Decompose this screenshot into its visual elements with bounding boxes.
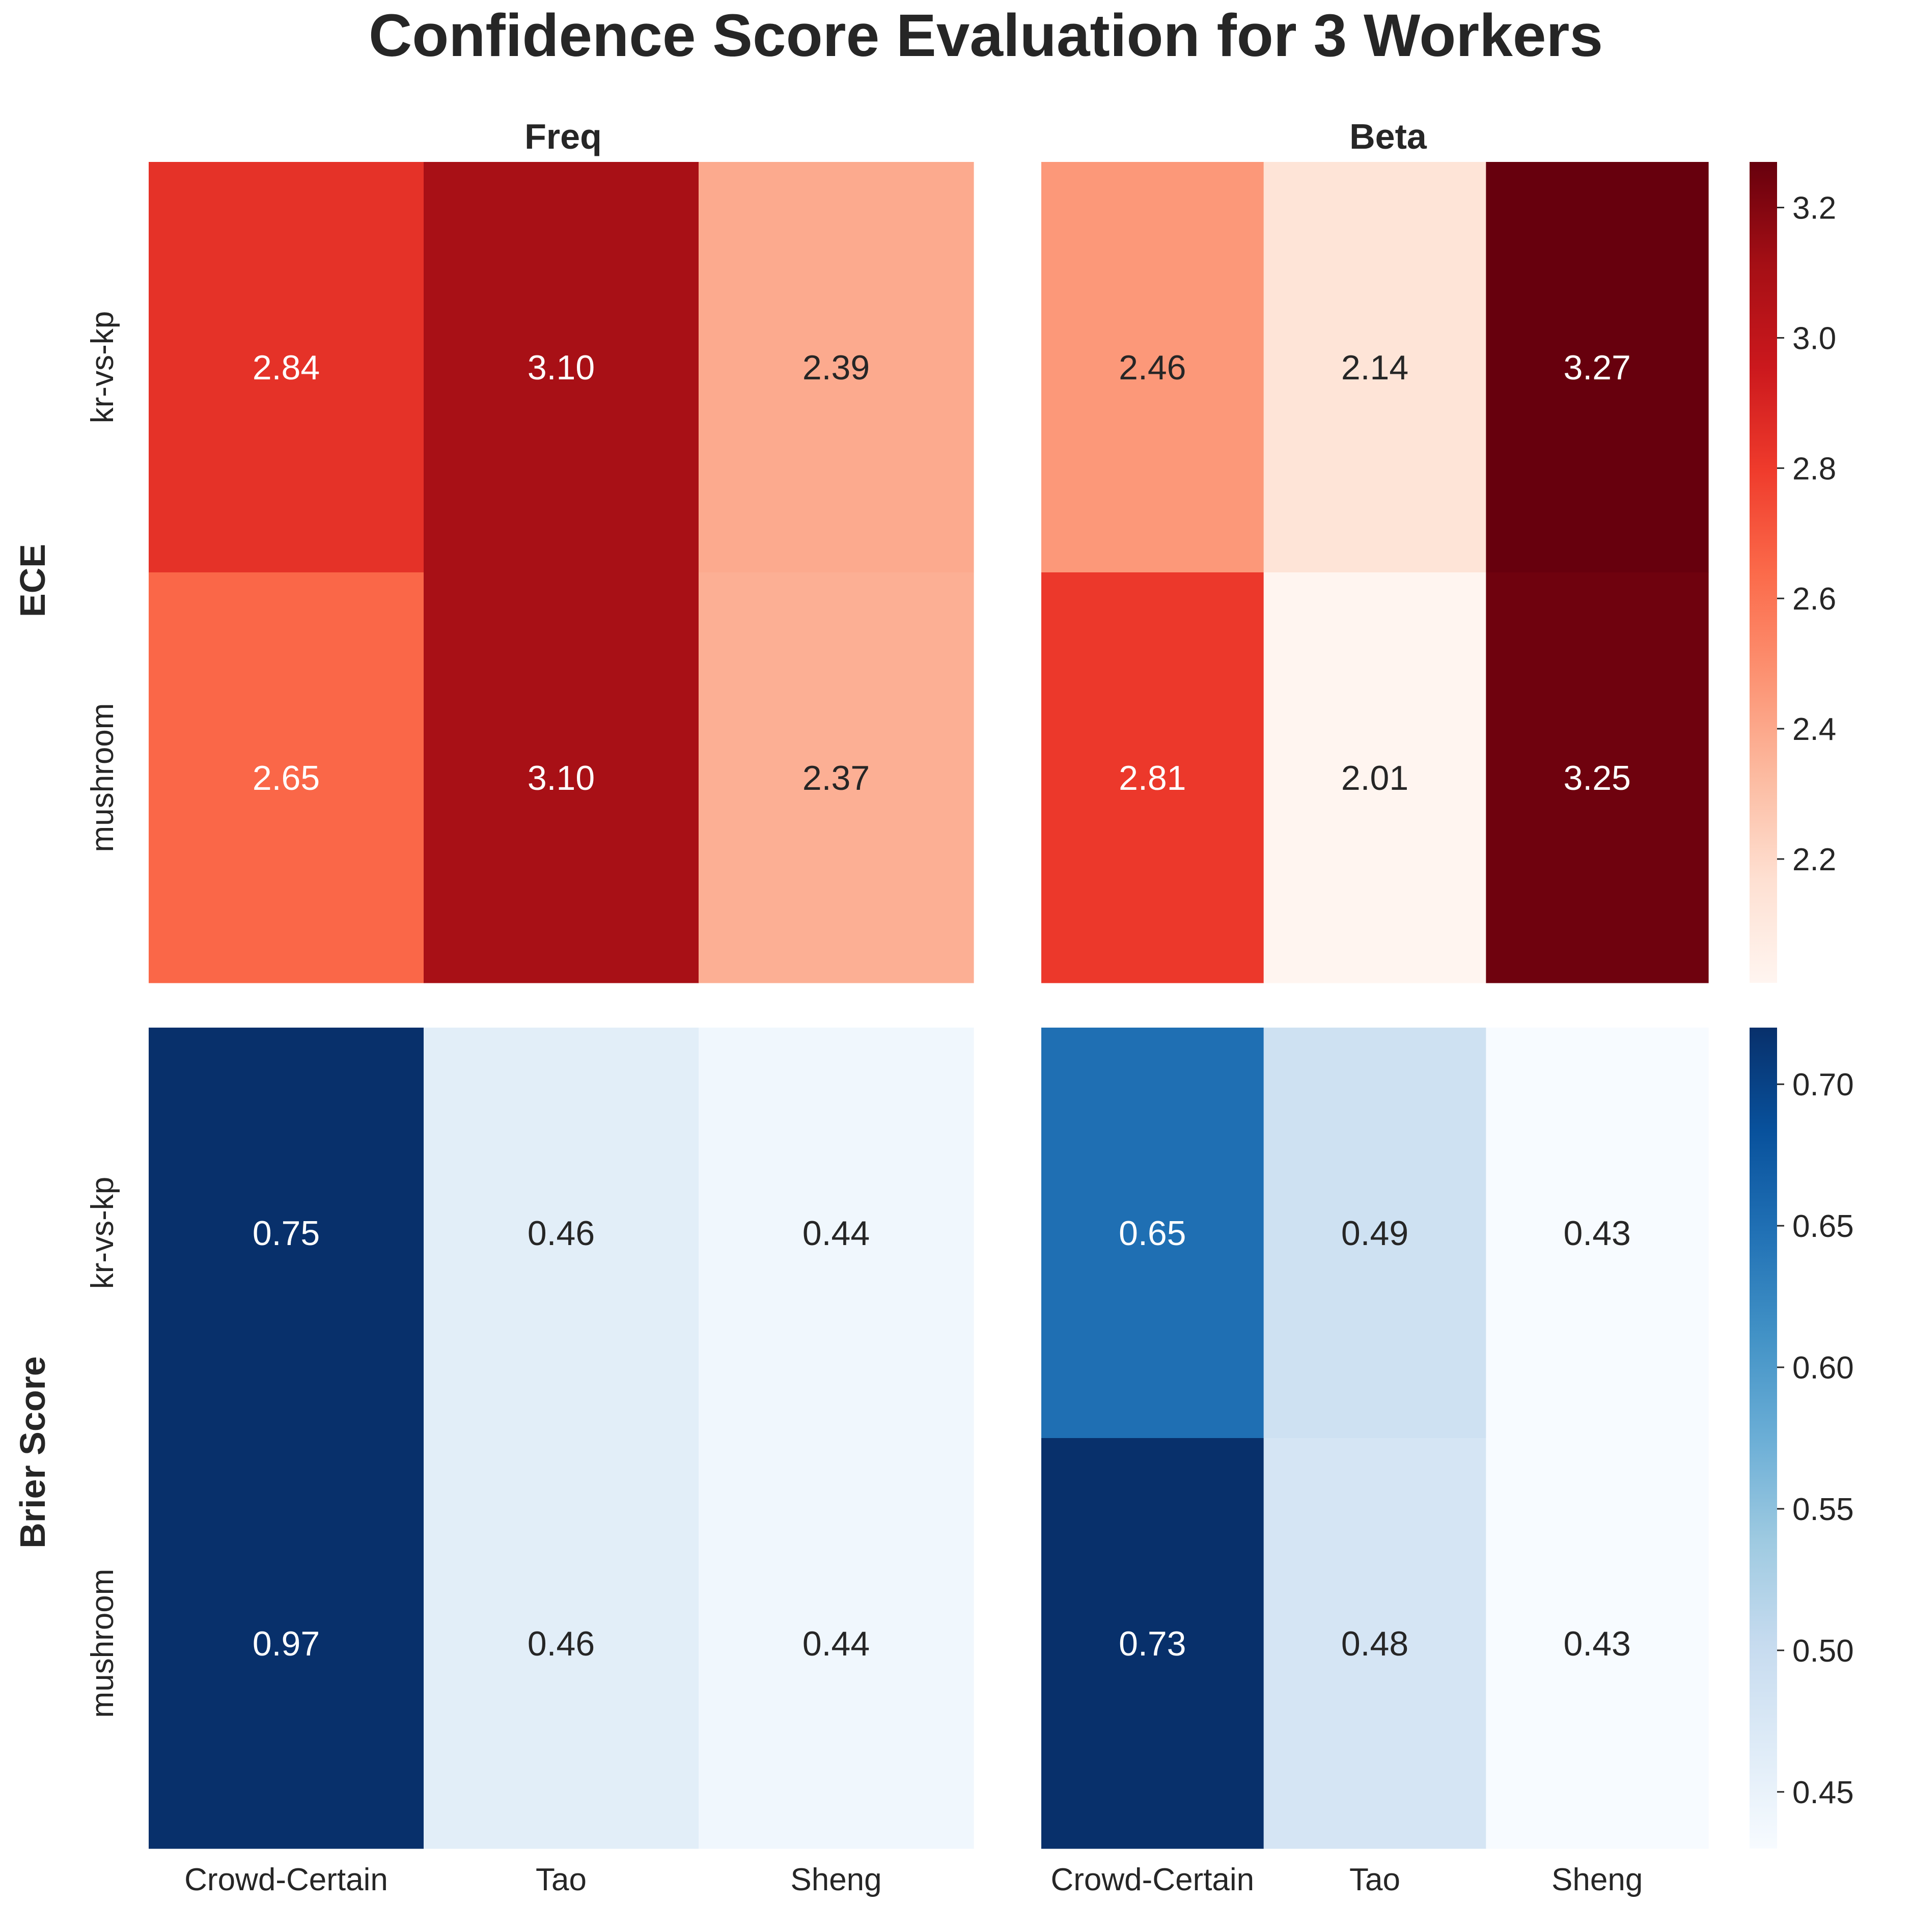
y-tick-label-ece-mushroom: mushroom <box>85 703 120 852</box>
cell-value-label: 0.46 <box>528 1624 595 1663</box>
colorbar-tick-label: 0.65 <box>1792 1209 1854 1244</box>
heatmap-cell-brier-score-freq-kr-vs-kp-tao <box>424 1028 699 1439</box>
x-tick-label-freq-tao: Tao <box>536 1862 587 1897</box>
chart-title: Confidence Score Evaluation for 3 Worker… <box>369 2 1603 69</box>
colorbar-tick-label: 0.70 <box>1792 1067 1854 1102</box>
colorbars: 2.2 2.4 2.6 2.8 3.0 3.2 0.45 0.50 0.55 0.60 0.65 0.… <box>1750 162 1854 1848</box>
heatmap-cell-ece-beta-mushroom-crowd-certain <box>1041 572 1264 983</box>
heatmap-cell-brier-score-freq-kr-vs-kp-crowd-certain <box>149 1028 424 1439</box>
heatmap-cell-brier-score-freq-mushroom-tao <box>424 1438 699 1849</box>
heatmap-cell-ece-beta-kr-vs-kp-crowd-certain <box>1041 162 1264 573</box>
row-title-ece: ECE <box>13 544 52 617</box>
x-tick-label-beta-sheng: Sheng <box>1551 1862 1643 1897</box>
x-tick-label-beta-tao: Tao <box>1349 1862 1400 1897</box>
cell-value-label: 2.46 <box>1119 348 1186 387</box>
heatmap-cell-brier-score-freq-mushroom-sheng <box>699 1438 974 1849</box>
heatmap-cell-ece-freq-mushroom-tao <box>424 572 699 983</box>
colorbar-ece <box>1750 162 1777 983</box>
cell-value-label: 0.48 <box>1341 1624 1408 1663</box>
y-tick-label-brier-score-mushroom: mushroom <box>85 1569 120 1718</box>
column-title-beta: Beta <box>1349 117 1427 156</box>
heatmap-cell-brier-score-freq-kr-vs-kp-sheng <box>699 1028 974 1439</box>
cell-value-label: 0.49 <box>1341 1214 1408 1253</box>
x-tick-label-beta-crowd-certain: Crowd-Certain <box>1050 1862 1254 1897</box>
colorbar-tick-label: 2.6 <box>1792 582 1836 617</box>
cell-value-label: 0.75 <box>253 1214 320 1253</box>
x-tick-label-freq-sheng: Sheng <box>790 1862 881 1897</box>
x-tick-label-freq-crowd-certain: Crowd-Certain <box>184 1862 388 1897</box>
cell-value-label: 2.84 <box>253 348 320 387</box>
cell-value-label: 0.97 <box>253 1624 320 1663</box>
heatmap-cell-ece-beta-kr-vs-kp-sheng <box>1486 162 1709 573</box>
cell-value-label: 3.27 <box>1563 348 1630 387</box>
colorbar-tick-label: 3.0 <box>1792 321 1836 356</box>
cell-value-label: 3.10 <box>528 759 595 797</box>
y-tick-label-brier-score-kr-vs-kp: kr-vs-kp <box>85 1177 120 1289</box>
cell-value-label: 2.65 <box>253 759 320 797</box>
cell-value-label: 3.10 <box>528 348 595 387</box>
heatmap-cell-brier-score-beta-kr-vs-kp-tao <box>1263 1028 1486 1439</box>
heatmap-cell-brier-score-beta-mushroom-crowd-certain <box>1041 1438 1264 1849</box>
row-title-brier-score: Brier Score <box>13 1356 52 1548</box>
cell-value-label: 2.01 <box>1341 759 1408 797</box>
colorbar-tick-label: 3.2 <box>1792 191 1836 226</box>
heatmap-cell-brier-score-beta-kr-vs-kp-crowd-certain <box>1041 1028 1264 1439</box>
colorbar-tick-label: 0.55 <box>1792 1492 1854 1527</box>
colorbar-tick-label: 2.8 <box>1792 451 1836 486</box>
y-tick-label-ece-kr-vs-kp: kr-vs-kp <box>85 311 120 423</box>
colorbar-tick-label: 0.60 <box>1792 1350 1854 1386</box>
heatmap-cell-ece-freq-kr-vs-kp-crowd-certain <box>149 162 424 573</box>
heatmap-cells <box>149 162 1709 1849</box>
cell-value-label: 0.73 <box>1119 1624 1186 1663</box>
heatmap-cell-brier-score-beta-mushroom-sheng <box>1486 1438 1709 1849</box>
cell-value-label: 0.44 <box>802 1624 870 1663</box>
cell-value-label: 0.65 <box>1119 1214 1186 1253</box>
cell-value-label: 2.14 <box>1341 348 1408 387</box>
heatmap-cell-brier-score-beta-mushroom-tao <box>1263 1438 1486 1849</box>
heatmap-cell-brier-score-beta-kr-vs-kp-sheng <box>1486 1028 1709 1439</box>
colorbar-tick-label: 2.2 <box>1792 842 1836 877</box>
cell-value-label: 0.44 <box>802 1214 870 1253</box>
cell-value-label: 0.43 <box>1563 1214 1630 1253</box>
heatmap-cell-ece-beta-mushroom-tao <box>1263 572 1486 983</box>
cell-value-label: 2.39 <box>802 348 870 387</box>
heatmap-cell-ece-freq-mushroom-crowd-certain <box>149 572 424 983</box>
colorbar-tick-label: 2.4 <box>1792 712 1836 747</box>
heatmap-cell-ece-beta-kr-vs-kp-tao <box>1263 162 1486 573</box>
heatmap-labels: 2.84 3.10 2.39 2.65 3.10 2.37 kr-vs-kp mushroom… <box>85 311 1643 1897</box>
colorbar-brier-score <box>1750 1028 1777 1848</box>
heatmap-cell-ece-freq-kr-vs-kp-sheng <box>699 162 974 573</box>
heatmap-cell-ece-freq-kr-vs-kp-tao <box>424 162 699 573</box>
colorbar-tick-label: 0.45 <box>1792 1775 1854 1810</box>
heatmap-cell-ece-freq-mushroom-sheng <box>699 572 974 983</box>
cell-value-label: 3.25 <box>1563 759 1630 797</box>
cell-value-label: 0.46 <box>528 1214 595 1253</box>
colorbar-tick-label: 0.50 <box>1792 1634 1854 1669</box>
cell-value-label: 2.37 <box>802 759 870 797</box>
heatmap-cell-brier-score-freq-mushroom-crowd-certain <box>149 1438 424 1849</box>
cell-value-label: 0.43 <box>1563 1624 1630 1663</box>
cell-value-label: 2.81 <box>1119 759 1186 797</box>
column-title-freq: Freq <box>524 117 602 156</box>
heatmap-cell-ece-beta-mushroom-sheng <box>1486 572 1709 983</box>
